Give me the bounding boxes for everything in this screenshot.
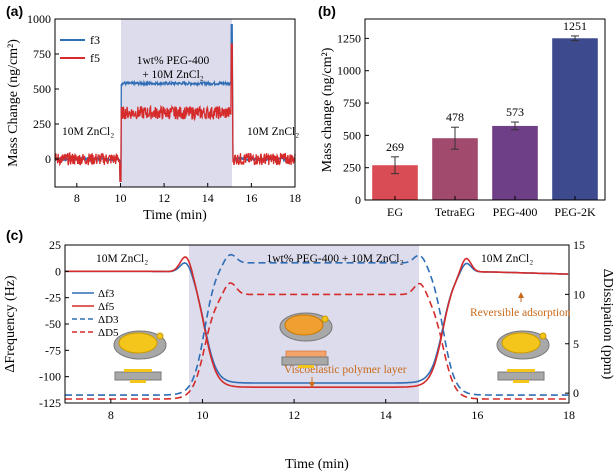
c-viscoelastic-annotation: Viscoelastic polymer layer	[284, 364, 407, 376]
b-bar-PEG-2K	[552, 38, 598, 200]
c-x-tick-label-8: 8	[108, 408, 114, 422]
b-value-label-PEG-2K: 1251	[563, 19, 587, 33]
a-center-annotation-1: 1wt% PEG-400	[137, 55, 210, 67]
a-x-tick-label-8: 8	[74, 191, 80, 205]
a-center-annotation-2: + 10M ZnCl₂	[142, 69, 204, 81]
a-series-f5	[54, 43, 296, 183]
a-y-tick-label-1000: 1000	[27, 12, 51, 26]
c-y-axis-label-left: ΔFrequency (Hz)	[3, 275, 18, 373]
b-plot-frame	[364, 18, 606, 201]
a-shaded-region	[121, 19, 232, 187]
a-x-tick-label-18: 18	[289, 191, 301, 205]
c-x-tick-label-10: 10	[196, 408, 208, 422]
c-yl-tick-label--25: -25	[45, 291, 61, 305]
panel-a: 8 10 12 14 16 18 0 250 500 750 1000 Time (min) Ma…	[6, 12, 301, 223]
c-x-tick-label-16: 16	[471, 408, 483, 422]
c-x-tick-label-14: 14	[380, 408, 392, 422]
panel-label-b: (b)	[318, 3, 336, 19]
b-value-label-PEG-400: 573	[506, 105, 524, 119]
sensor-illustration-center	[279, 312, 333, 368]
a-x-tick-label-10: 10	[114, 191, 126, 205]
c-yl-tick-label--100: -100	[39, 370, 61, 384]
b-bars-group: 269 478 573 1251	[372, 19, 598, 200]
c-x-ticks: 8 10 12 14 16 18	[108, 399, 575, 422]
c-yr-tick-label-10: 10	[573, 287, 585, 301]
b-category-label-EG: EG	[387, 205, 403, 219]
c-series-ΔD5	[65, 282, 569, 400]
a-legend-f5-label: f5	[90, 51, 100, 65]
c-yl-tick-label--75: -75	[45, 343, 61, 357]
a-series-group	[54, 23, 296, 183]
panel-c: 8 10 12 14 16 18 250-25-50-75-100-125 151050 …	[3, 238, 614, 472]
b-category-label-TetraEG: TetraEG	[435, 205, 476, 219]
c-y-ticks-right: 15 10 5 0	[565, 238, 585, 400]
b-category-label-PEG-400: PEG-400	[493, 205, 538, 219]
b-y-tick-label-750: 750	[343, 96, 361, 110]
b-y-tick-label-500: 500	[343, 128, 361, 142]
c-y-ticks-left: 25 0 -25 -50 -75 -100 -125	[39, 238, 69, 410]
c-series-group	[65, 253, 569, 400]
b-y-ticks: 0 250 500 750 1000 1250	[337, 31, 369, 207]
a-x-axis-label: Time (min)	[143, 208, 207, 223]
c-yr-tick-label-0: 0	[573, 386, 579, 400]
b-bar-PEG-400	[492, 125, 538, 200]
c-left-annotation: 10M ZnCl₂	[96, 253, 148, 265]
a-y-tick-label-750: 750	[33, 47, 51, 61]
a-x-tick-label-14: 14	[202, 191, 214, 205]
c-legend-dd3-label: ΔD3	[98, 314, 119, 326]
c-x-tick-label-18: 18	[563, 408, 575, 422]
b-y-tick-label-250: 250	[343, 161, 361, 175]
b-value-label-EG: 269	[386, 140, 404, 154]
b-y-tick-label-1250: 1250	[337, 31, 361, 45]
c-right-annotation: 10M ZnCl₂	[481, 253, 533, 265]
c-legend: Δf3 Δf5 ΔD3 ΔD5	[72, 288, 119, 339]
panel-label-c: (c)	[6, 227, 23, 243]
a-plot-frame	[54, 18, 296, 188]
panel-label-a: (a)	[6, 3, 23, 19]
c-x-tick-label-12: 12	[288, 408, 300, 422]
a-y-tick-label-250: 250	[33, 117, 51, 131]
c-legend-df3-label: Δf3	[98, 288, 115, 300]
c-yl-tick-label-25: 25	[49, 238, 61, 252]
sensor-illustration-left	[113, 330, 167, 383]
c-yr-tick-label-5: 5	[573, 337, 579, 351]
c-yl-tick-label--50: -50	[45, 317, 61, 331]
b-category-label-PEG-2K: PEG-2K	[554, 205, 596, 219]
c-series-Δf5	[65, 256, 569, 389]
b-x-ticks: EG TetraEG PEG-400 PEG-2K	[387, 196, 596, 219]
c-y-axis-label-right: ΔDissipation (ppm)	[600, 269, 614, 380]
b-value-label-TetraEG: 478	[446, 110, 464, 124]
a-y-ticks: 0 250 500 750 1000	[27, 12, 59, 166]
c-center-annotation: 1wt% PEG-400 + 10M ZnCl₂	[267, 253, 404, 265]
c-legend-df5-label: Δf5	[98, 301, 115, 313]
c-yl-tick-label-0: 0	[55, 264, 61, 278]
b-y-tick-label-1000: 1000	[337, 64, 361, 78]
a-right-annotation: 10M ZnCl₂	[247, 126, 299, 138]
a-left-annotation: 10M ZnCl₂	[62, 126, 114, 138]
b-y-tick-label-0: 0	[355, 193, 361, 207]
sensor-illustration-right	[496, 330, 550, 383]
c-x-axis-label: Time (min)	[285, 457, 349, 472]
a-y-axis-label: Mass Change (ng/cm²)	[6, 39, 21, 167]
a-y-tick-label-0: 0	[45, 152, 51, 166]
a-y-tick-label-500: 500	[33, 82, 51, 96]
c-viscoelastic-arrowhead	[309, 382, 315, 388]
c-legend-dd5-label: ΔD5	[98, 327, 119, 339]
c-yl-tick-label--125: -125	[39, 396, 61, 410]
b-y-axis-label: Mass change (ng/cm²)	[320, 47, 335, 172]
a-legend-f3-label: f3	[90, 33, 100, 47]
c-yr-tick-label-15: 15	[573, 238, 585, 252]
c-reversible-annotation: Reversible adsorption	[470, 307, 571, 319]
c-reversible-arrowhead	[518, 292, 524, 298]
a-x-tick-label-16: 16	[245, 191, 257, 205]
a-x-tick-label-12: 12	[158, 191, 170, 205]
a-x-ticks: 8 10 12 14 16 18	[74, 183, 301, 205]
panel-b: 269 478 573 1251 0 250 500 750 1000 1250 EG Tetra…	[320, 18, 606, 219]
c-series-ΔD3	[65, 253, 569, 396]
